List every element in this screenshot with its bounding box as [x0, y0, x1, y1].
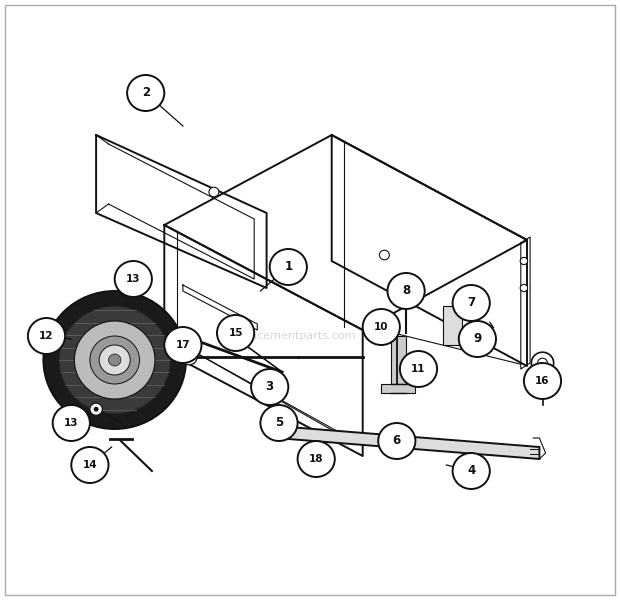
Text: 14: 14 [82, 460, 97, 470]
Text: 16: 16 [535, 376, 550, 386]
Circle shape [520, 257, 528, 265]
Circle shape [251, 369, 288, 405]
Text: Replacementparts.com: Replacementparts.com [227, 331, 356, 341]
Circle shape [531, 352, 554, 374]
Circle shape [378, 423, 415, 459]
Circle shape [363, 309, 400, 345]
Circle shape [94, 407, 99, 412]
Circle shape [181, 349, 197, 365]
Text: 13: 13 [64, 418, 79, 428]
Circle shape [99, 345, 130, 375]
Circle shape [185, 353, 193, 361]
Text: 3: 3 [265, 380, 274, 394]
Circle shape [298, 441, 335, 477]
Text: 10: 10 [374, 322, 389, 332]
Text: 1: 1 [284, 260, 293, 274]
Circle shape [459, 321, 496, 357]
Circle shape [520, 284, 528, 292]
Polygon shape [276, 426, 539, 459]
Circle shape [53, 405, 90, 441]
Circle shape [217, 315, 254, 351]
Circle shape [209, 187, 219, 197]
Circle shape [400, 351, 437, 387]
Polygon shape [443, 306, 462, 345]
Text: 4: 4 [467, 464, 476, 478]
Circle shape [453, 285, 490, 321]
Text: 2: 2 [141, 86, 150, 100]
Circle shape [388, 273, 425, 309]
Circle shape [260, 405, 298, 441]
Circle shape [538, 358, 547, 368]
Circle shape [108, 354, 121, 366]
Circle shape [453, 453, 490, 489]
Text: 7: 7 [467, 296, 476, 310]
Text: 5: 5 [275, 416, 283, 430]
Text: 15: 15 [228, 328, 243, 338]
Circle shape [43, 291, 186, 429]
Text: 11: 11 [411, 364, 426, 374]
Circle shape [270, 249, 307, 285]
Circle shape [127, 75, 164, 111]
Circle shape [74, 321, 155, 399]
Circle shape [90, 336, 140, 384]
Circle shape [115, 261, 152, 297]
Text: 6: 6 [392, 434, 401, 448]
Circle shape [524, 363, 561, 399]
Text: 18: 18 [309, 454, 324, 464]
Circle shape [59, 306, 170, 414]
Circle shape [379, 250, 389, 260]
Polygon shape [391, 336, 406, 384]
Text: 9: 9 [473, 332, 482, 346]
Text: 17: 17 [175, 340, 190, 350]
Circle shape [28, 318, 65, 354]
Text: 13: 13 [126, 274, 141, 284]
Circle shape [90, 403, 102, 415]
Polygon shape [381, 384, 415, 393]
Circle shape [164, 327, 202, 363]
Text: 12: 12 [39, 331, 54, 341]
Text: 8: 8 [402, 284, 410, 298]
Circle shape [71, 447, 108, 483]
